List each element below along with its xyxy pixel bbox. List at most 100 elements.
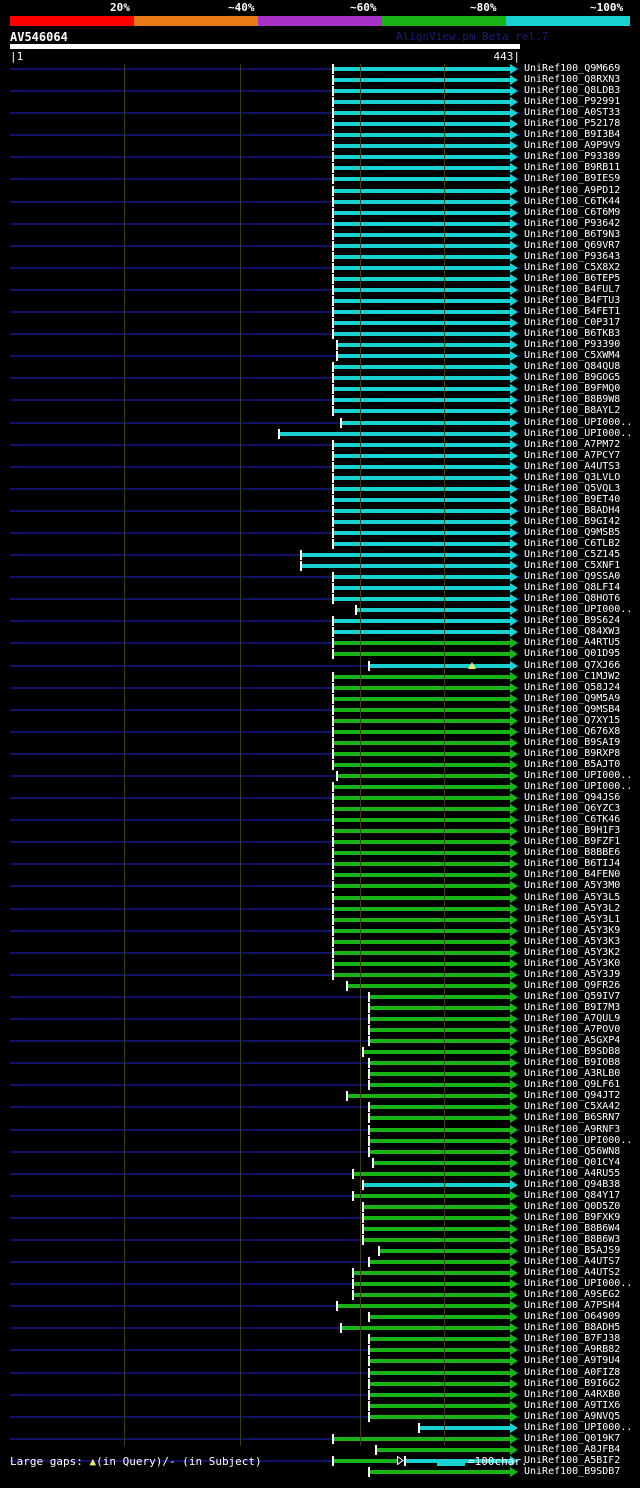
subject-label[interactable]: UniRef100_Q6YZC3: [524, 803, 621, 815]
hit-row[interactable]: UniRef100_B9FXK9: [0, 1211, 640, 1224]
hit-row[interactable]: UniRef100_Q94JT2: [0, 1090, 640, 1102]
alignment-bar[interactable]: [354, 1193, 510, 1198]
alignment-bar[interactable]: [334, 707, 510, 712]
subject-label[interactable]: UniRef100_UPI000..: [524, 427, 633, 439]
hit-row[interactable]: UniRef100_B8ADH5: [0, 1322, 640, 1334]
subject-label[interactable]: UniRef100_A8JFB4: [524, 1443, 621, 1455]
alignment-bar[interactable]: [370, 1337, 510, 1342]
alignment-bar[interactable]: [334, 144, 510, 149]
alignment-bar[interactable]: [364, 1204, 510, 1209]
hit-row[interactable]: UniRef100_P93642: [0, 218, 640, 230]
alignment-bar[interactable]: [370, 1105, 510, 1110]
subject-label[interactable]: UniRef100_B6SRN7: [524, 1112, 621, 1124]
alignment-bar[interactable]: [334, 199, 510, 204]
subject-label[interactable]: UniRef100_Q58J24: [524, 681, 621, 693]
subject-label[interactable]: UniRef100_A5Y3K2: [524, 946, 621, 958]
hit-row[interactable]: UniRef100_Q7XJ66: [0, 660, 640, 672]
alignment-bar[interactable]: [334, 685, 510, 690]
subject-label[interactable]: UniRef100_Q3LVLO: [524, 471, 621, 483]
subject-label[interactable]: UniRef100_Q56WN8: [524, 1145, 621, 1157]
hit-row[interactable]: UniRef100_Q019K7: [0, 1433, 640, 1445]
hit-row[interactable]: UniRef100_B9I7M3: [0, 1001, 640, 1014]
hit-row[interactable]: UniRef100_B8B6W4: [0, 1223, 640, 1235]
subject-label[interactable]: UniRef100_B4FTU3: [524, 294, 621, 306]
alignment-bar[interactable]: [377, 1447, 510, 1452]
hit-row[interactable]: UniRef100_B9GI42: [0, 516, 640, 528]
hit-row[interactable]: UniRef100_B8ADH4: [0, 505, 640, 517]
subject-label[interactable]: UniRef100_Q94JT2: [524, 1090, 621, 1102]
hit-row[interactable]: UniRef100_A4UTS3: [0, 461, 640, 473]
alignment-bar[interactable]: [380, 1249, 510, 1254]
subject-label[interactable]: UniRef100_C1MJW2: [524, 670, 621, 682]
alignment-bar[interactable]: [334, 508, 510, 513]
subject-label[interactable]: UniRef100_Q94B38: [524, 1178, 621, 1190]
alignment-bar[interactable]: [334, 78, 510, 83]
alignment-bar[interactable]: [334, 696, 510, 701]
hit-row[interactable]: UniRef100_Q0D5Z0: [0, 1201, 640, 1213]
alignment-bar[interactable]: [334, 332, 510, 337]
hit-row[interactable]: UniRef100_A7PM72: [0, 439, 640, 451]
subject-label[interactable]: UniRef100_A9TIX6: [524, 1399, 621, 1411]
alignment-bar[interactable]: [334, 166, 510, 171]
alignment-bar[interactable]: [370, 1039, 510, 1044]
subject-label[interactable]: UniRef100_C6TK44: [524, 195, 621, 207]
alignment-bar[interactable]: [334, 453, 510, 458]
subject-label[interactable]: UniRef100_B8B9W8: [524, 394, 621, 406]
alignment-bar[interactable]: [334, 177, 510, 182]
subject-label[interactable]: UniRef100_Q8HOT6: [524, 593, 621, 605]
subject-label[interactable]: UniRef100_Q7XY15: [524, 714, 621, 726]
subject-label[interactable]: UniRef100_UPI000..: [524, 416, 633, 428]
subject-label[interactable]: UniRef100_B9FXK9: [524, 1211, 621, 1223]
subject-label[interactable]: UniRef100_Q01D95: [524, 648, 621, 660]
hit-row[interactable]: UniRef100_B4FUL7: [0, 284, 640, 296]
subject-label[interactable]: UniRef100_Q9LF61: [524, 1079, 621, 1091]
hit-row[interactable]: UniRef100_C5XA42: [0, 1101, 640, 1113]
subject-label[interactable]: UniRef100_B8AYL2: [524, 405, 621, 417]
subject-label[interactable]: UniRef100_C6T6M9: [524, 206, 621, 218]
hit-row[interactable]: UniRef100_B8B9W8: [0, 394, 640, 406]
alignment-bar[interactable]: [370, 1315, 510, 1320]
alignment-bar[interactable]: [370, 1005, 510, 1010]
alignment-bar[interactable]: [334, 310, 510, 315]
alignment-bar[interactable]: [334, 895, 510, 900]
subject-label[interactable]: UniRef100_Q8LFI4: [524, 582, 621, 594]
subject-label[interactable]: UniRef100_A7POV0: [524, 1024, 621, 1036]
hit-row[interactable]: UniRef100_UPI000..: [0, 770, 640, 782]
subject-label[interactable]: UniRef100_B6T9N3: [524, 228, 621, 240]
hit-row[interactable]: UniRef100_A9PD12: [0, 185, 640, 197]
alignment-bar[interactable]: [334, 376, 510, 381]
hit-row[interactable]: UniRef100_A3RLB0: [0, 1068, 640, 1080]
hit-row[interactable]: UniRef100_B6TEP5: [0, 272, 640, 285]
alignment-bar[interactable]: [364, 1050, 510, 1055]
alignment-bar[interactable]: [334, 740, 510, 745]
hit-row[interactable]: UniRef100_Q84QU8: [0, 361, 640, 373]
alignment-bar[interactable]: [334, 530, 510, 535]
subject-label[interactable]: UniRef100_A4UTS7: [524, 1256, 621, 1268]
hit-row[interactable]: UniRef100_Q3LVLO: [0, 471, 640, 484]
alignment-bar[interactable]: [334, 619, 510, 624]
subject-label[interactable]: UniRef100_Q84XW3: [524, 626, 621, 638]
subject-label[interactable]: UniRef100_A5GXP4: [524, 1035, 621, 1047]
hit-row[interactable]: UniRef100_B8B6W3: [0, 1234, 640, 1246]
hit-row[interactable]: UniRef100_Q9FR26: [0, 980, 640, 992]
hit-row[interactable]: UniRef100_B7FJ38: [0, 1333, 640, 1345]
subject-label[interactable]: UniRef100_B9I7M3: [524, 1001, 621, 1013]
hit-row[interactable]: UniRef100_O64909: [0, 1311, 640, 1323]
hit-row[interactable]: UniRef100_A8JFB4: [0, 1443, 640, 1456]
subject-label[interactable]: UniRef100_UPI000..: [524, 781, 633, 793]
hit-row[interactable]: UniRef100_B4FEN0: [0, 869, 640, 881]
subject-label[interactable]: UniRef100_A9RB82: [524, 1344, 621, 1356]
subject-label[interactable]: UniRef100_B7FJ38: [524, 1333, 621, 1345]
alignment-bar[interactable]: [370, 1414, 510, 1419]
subject-label[interactable]: UniRef100_UPI000..: [524, 604, 633, 616]
alignment-bar[interactable]: [357, 608, 510, 613]
alignment-bar[interactable]: [334, 464, 510, 469]
subject-label[interactable]: UniRef100_Q8LDB3: [524, 85, 621, 97]
subject-label[interactable]: UniRef100_Q84Y17: [524, 1189, 621, 1201]
subject-label[interactable]: UniRef100_A0ST33: [524, 107, 621, 119]
alignment-bar[interactable]: [338, 1304, 510, 1309]
hit-row[interactable]: UniRef100_A4RTU5: [0, 637, 640, 649]
subject-label[interactable]: UniRef100_B5AJT0: [524, 758, 621, 770]
subject-label[interactable]: UniRef100_B6TEP5: [524, 272, 621, 284]
hit-row[interactable]: UniRef100_Q5VQL3: [0, 483, 640, 495]
